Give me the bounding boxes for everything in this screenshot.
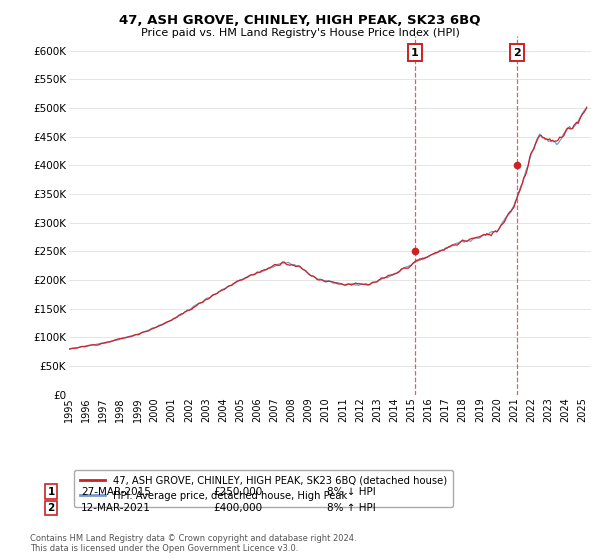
- Text: 8% ↓ HPI: 8% ↓ HPI: [327, 487, 376, 497]
- Text: Contains HM Land Registry data © Crown copyright and database right 2024.
This d: Contains HM Land Registry data © Crown c…: [30, 534, 356, 553]
- Text: £250,000: £250,000: [213, 487, 262, 497]
- Text: 27-MAR-2015: 27-MAR-2015: [81, 487, 151, 497]
- Text: 1: 1: [411, 48, 419, 58]
- Text: 8% ↑ HPI: 8% ↑ HPI: [327, 503, 376, 513]
- Text: 47, ASH GROVE, CHINLEY, HIGH PEAK, SK23 6BQ: 47, ASH GROVE, CHINLEY, HIGH PEAK, SK23 …: [119, 14, 481, 27]
- Text: 12-MAR-2021: 12-MAR-2021: [81, 503, 151, 513]
- Text: £400,000: £400,000: [213, 503, 262, 513]
- Text: 2: 2: [47, 503, 55, 513]
- Text: 2: 2: [514, 48, 521, 58]
- Text: Price paid vs. HM Land Registry's House Price Index (HPI): Price paid vs. HM Land Registry's House …: [140, 28, 460, 38]
- Text: 1: 1: [47, 487, 55, 497]
- Legend: 47, ASH GROVE, CHINLEY, HIGH PEAK, SK23 6BQ (detached house), HPI: Average price: 47, ASH GROVE, CHINLEY, HIGH PEAK, SK23 …: [74, 470, 453, 507]
